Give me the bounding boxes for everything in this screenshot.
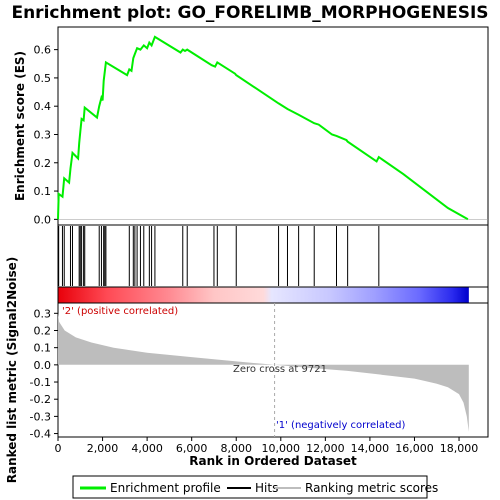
rank-heat-bar <box>57 286 489 304</box>
metric-ytick-label: 0.3 <box>34 307 52 320</box>
es-y-axis: 0.0 0.1 0.2 0.3 0.4 0.5 0.6 <box>34 44 58 226</box>
es-ytick-label: 0.0 <box>34 213 52 226</box>
metric-area <box>58 313 469 432</box>
zero-cross-annotation: Zero cross at 9721 <box>233 364 327 375</box>
es-ytick-label: 0.5 <box>34 72 52 85</box>
hits-marks <box>58 226 380 286</box>
metric-xtick-label: 2,000 <box>87 442 119 455</box>
es-panel-frame <box>57 26 489 226</box>
heat-bar-gradient <box>58 287 469 303</box>
positive-annotation: '2' (positive correlated) <box>62 306 178 317</box>
metric-xtick-label: 10,000 <box>262 442 301 455</box>
metric-xtick-label: 14,000 <box>351 442 390 455</box>
metric-xtick-label: 12,000 <box>306 442 345 455</box>
metric-xtick-label: 18,000 <box>440 442 479 455</box>
metric-y-axis: -0.4 -0.3 -0.2 -0.1 0.0 0.1 0.2 0.3 <box>30 307 58 441</box>
metric-xtick-label: 0 <box>55 442 62 455</box>
es-ytick-label: 0.2 <box>34 157 52 170</box>
legend-label-ranking: Ranking metric scores <box>305 481 438 495</box>
metric-xtick-label: 16,000 <box>395 442 434 455</box>
metric-xlabel: Rank in Ordered Dataset <box>189 454 357 468</box>
metric-ytick-label: -0.1 <box>30 376 51 389</box>
metric-ytick-label: 0.1 <box>34 342 52 355</box>
metric-ylabel: Ranked list metric (Signal2Noise) <box>5 257 19 484</box>
metric-x-axis: 0 2,000 4,000 6,000 8,000 10,000 12,000 14,000 1… <box>55 437 479 455</box>
metric-panel-frame <box>57 302 489 438</box>
es-ytick-label: 0.1 <box>34 185 52 198</box>
metric-ytick-label: -0.3 <box>30 410 51 423</box>
es-ytick-label: 0.4 <box>34 100 52 113</box>
metric-xtick-label: 6,000 <box>176 442 208 455</box>
chart-title: Enrichment plot: GO_FORELIMB_MORPHOGENES… <box>11 3 488 23</box>
es-ylabel: Enrichment score (ES) <box>13 51 27 201</box>
metric-xtick-label: 4,000 <box>131 442 163 455</box>
es-panel: 0.0 0.1 0.2 0.3 0.4 0.5 0.6 Enrichment score (… <box>13 26 489 226</box>
legend-label-hits: Hits <box>255 481 278 495</box>
metric-ytick-label: 0.2 <box>34 324 52 337</box>
hits-panel-frame <box>57 224 489 288</box>
es-ytick-label: 0.6 <box>34 44 52 57</box>
negative-annotation: '1' (negatively correlated) <box>276 420 405 431</box>
hits-panel <box>57 224 489 288</box>
metric-ytick-label: -0.2 <box>30 393 51 406</box>
series-line-enrichment-profile <box>57 35 469 221</box>
metric-ytick-label: 0.0 <box>34 359 52 372</box>
metric-xtick-label: 8,000 <box>220 442 252 455</box>
legend-label-enrichment: Enrichment profile <box>110 481 221 495</box>
legend: Enrichment profile Hits Ranking metric s… <box>72 475 438 499</box>
es-ytick-label: 0.3 <box>34 128 52 141</box>
metric-panel: -0.4 -0.3 -0.2 -0.1 0.0 0.1 0.2 0.3 0 2,000 4,000… <box>5 257 489 484</box>
metric-ytick-label: -0.4 <box>30 428 51 441</box>
